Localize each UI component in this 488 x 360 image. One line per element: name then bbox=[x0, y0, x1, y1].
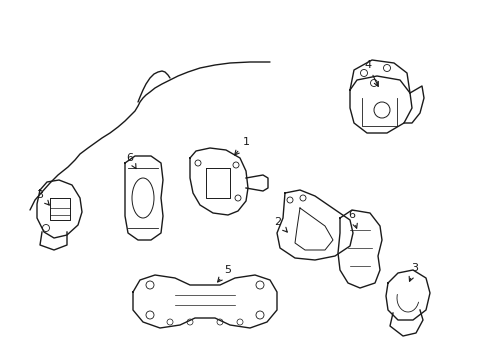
Text: 6: 6 bbox=[348, 210, 357, 228]
Text: 3: 3 bbox=[408, 263, 418, 281]
Text: 1: 1 bbox=[234, 137, 249, 155]
Text: 4: 4 bbox=[364, 60, 378, 86]
Text: 3: 3 bbox=[37, 190, 49, 205]
Text: 6: 6 bbox=[126, 153, 136, 168]
Text: 5: 5 bbox=[217, 265, 231, 282]
Text: 2: 2 bbox=[274, 217, 286, 232]
